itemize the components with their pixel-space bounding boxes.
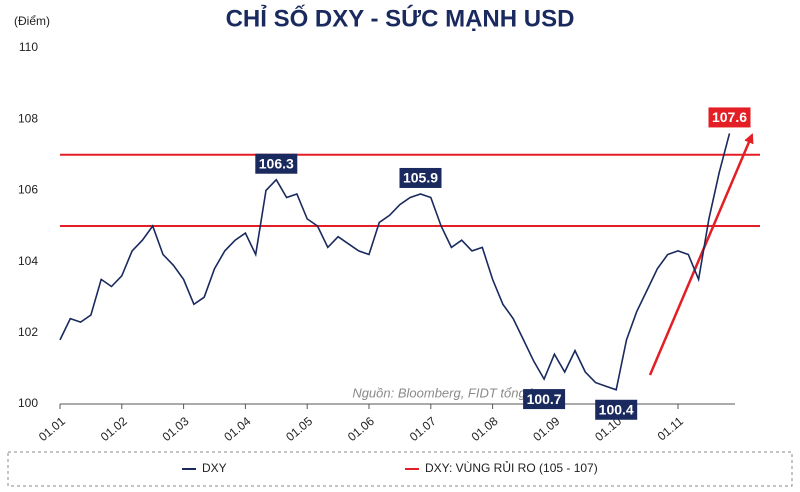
value-label-box xyxy=(708,107,751,128)
value-label: 100.7 xyxy=(523,389,566,410)
value-label-text: 100.7 xyxy=(527,391,562,407)
x-tick-label: 01.03 xyxy=(160,414,192,444)
value-label: 100.4 xyxy=(595,399,638,420)
value-label-text: 106.3 xyxy=(259,155,294,171)
y-tick-label: 108 xyxy=(18,111,38,125)
value-label: 107.6 xyxy=(708,107,751,128)
value-label-text: 105.9 xyxy=(403,170,438,186)
y-tick-label: 106 xyxy=(18,183,38,197)
x-tick-label: 01.01 xyxy=(36,414,68,444)
value-label: 105.9 xyxy=(399,167,442,188)
x-tick-label: 01.07 xyxy=(407,414,439,444)
data-line xyxy=(59,133,731,391)
value-label-text: 100.4 xyxy=(599,401,634,417)
chart-title: CHỈ SỐ DXY - SỨC MẠNH USD xyxy=(226,3,575,32)
source-note: Nguồn: Bloomberg, FIDT tổng hợp xyxy=(352,385,551,400)
value-label-box xyxy=(595,399,638,420)
value-label-text: 107.6 xyxy=(712,109,747,125)
value-label: 106.3 xyxy=(255,153,298,174)
x-tick-label: 01.05 xyxy=(283,414,315,444)
x-tick-label: 01.06 xyxy=(345,414,377,444)
x-tick-label: 01.11 xyxy=(655,414,687,444)
x-tick-label: 01.08 xyxy=(469,414,501,444)
legend-label: DXY: VÙNG RỦI RO (105 - 107) xyxy=(425,460,598,475)
legend-label: DXY xyxy=(202,461,227,475)
y-tick-label: 104 xyxy=(18,254,38,268)
legend-box xyxy=(7,451,793,487)
trend-arrow xyxy=(648,133,754,376)
x-tick-label: 01.04 xyxy=(221,414,253,444)
value-label-box xyxy=(523,389,566,410)
y-tick-label: 110 xyxy=(19,40,38,54)
y-tick-label: 100 xyxy=(18,396,38,410)
x-tick-label: 01.09 xyxy=(530,414,562,444)
y-axis-label: (Điểm) xyxy=(14,14,50,28)
value-label-box xyxy=(399,167,442,188)
value-label-box xyxy=(255,153,298,174)
x-tick-label: 01.02 xyxy=(98,414,130,444)
y-tick-label: 102 xyxy=(18,325,38,339)
